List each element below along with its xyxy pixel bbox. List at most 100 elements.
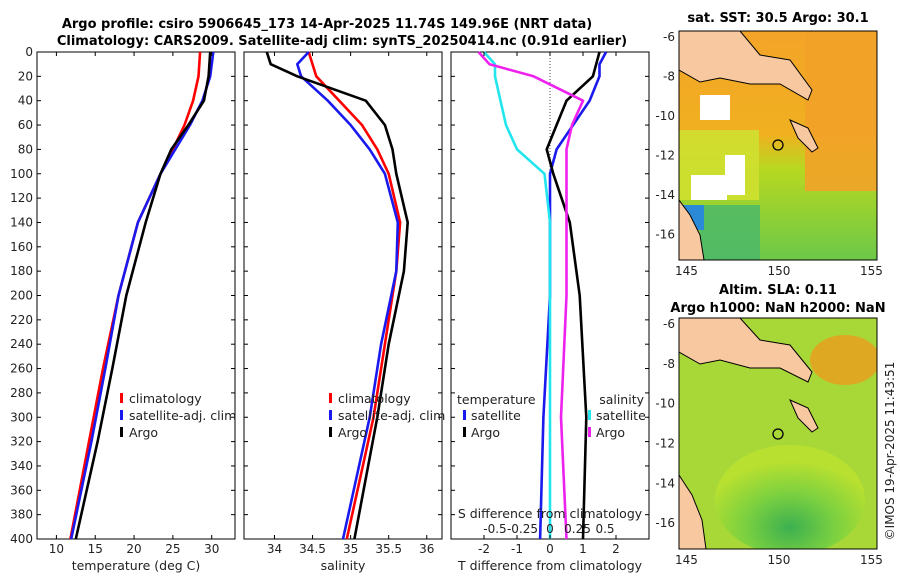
x-tick-label: 35.5	[375, 542, 402, 556]
y-tick-label: 380	[10, 508, 33, 522]
series-temperature-argo	[545, 51, 601, 540]
legend-temp-argo: Argo	[471, 425, 500, 440]
map-lat-label: -8	[663, 357, 675, 371]
x2-tick-label: -0.5	[483, 522, 506, 536]
x2-tick-label: 0.5	[595, 522, 614, 536]
y-tick-label: 220	[10, 313, 33, 327]
map-lon-label: 155	[860, 264, 883, 278]
y-tick-label: 0	[25, 45, 33, 59]
tdiff-xlabel: T difference from climatology	[457, 558, 643, 573]
x-tick-label: 34.5	[299, 542, 326, 556]
x-tick-label: -1	[511, 542, 523, 556]
map-lat-label: -6	[663, 30, 675, 44]
x-tick-label: 30	[204, 542, 219, 556]
map-lon-label: 155	[860, 553, 883, 567]
legend-marker-temp-argo	[463, 427, 466, 437]
legend-marker-climatology	[120, 393, 123, 403]
x-tick-label: 0	[546, 542, 554, 556]
x2-tick-label: 0.25	[564, 522, 591, 536]
y-tick-label: 360	[10, 483, 33, 497]
map-lat-label: -6	[663, 317, 675, 331]
x2-tick-label: -0.25	[507, 522, 538, 536]
legend-temperature-header: temperature	[457, 392, 536, 407]
y-tick-label: 320	[10, 435, 33, 449]
x-tick-label: 36	[419, 542, 434, 556]
difference-legend: temperature salinity satellite Argo sate…	[457, 392, 646, 440]
legend-marker-satellite	[120, 410, 123, 420]
y-tick-label: 300	[10, 410, 33, 424]
map-lat-label: -12	[655, 436, 675, 450]
legend-satellite: satellite-adj. clim	[129, 408, 236, 423]
series-temperature-satellite	[538, 51, 608, 540]
series-argo	[74, 51, 212, 540]
sst-map-title: sat. SST: 30.5 Argo: 30.1	[687, 11, 868, 26]
legend-temp-satellite: satellite	[471, 408, 521, 423]
y-tick-label: 200	[10, 289, 33, 303]
map-lat-label: -10	[655, 397, 675, 411]
series-climatology	[307, 51, 402, 540]
salinity-legend: climatology satellite-adj. clim Argo	[329, 391, 445, 440]
map-lat-label: -12	[655, 148, 675, 162]
map-lon-label: 150	[767, 553, 790, 567]
legend-marker-temp-satellite	[463, 410, 466, 420]
salinity-panel	[243, 51, 443, 540]
x-tick-label: 15	[88, 542, 103, 556]
x-tick-label: 34	[267, 542, 282, 556]
legend-sal-satellite: satellite	[596, 408, 646, 423]
y-tick-label: 100	[10, 167, 33, 181]
legend-marker-sal-argo	[588, 427, 591, 437]
legend-climatology: climatology	[338, 391, 411, 406]
map-lat-label: -16	[655, 516, 675, 530]
legend-marker-satellite	[329, 410, 332, 420]
y-tick-label: 80	[18, 142, 33, 156]
temperature-legend: climatology satellite-adj. clim Argo	[120, 391, 236, 440]
map-lat-label: -14	[655, 188, 675, 202]
series-salinity-satellite	[483, 51, 552, 539]
series-salinity-argo	[477, 51, 585, 540]
legend-argo: Argo	[338, 425, 367, 440]
sla-map	[678, 317, 878, 550]
sla-map-title-2: Argo h1000: NaN h2000: NaN	[670, 301, 885, 316]
map-lat-label: -16	[655, 227, 675, 241]
map-lon-label: 145	[675, 264, 698, 278]
legend-argo: Argo	[129, 425, 158, 440]
y-tick-label: 140	[10, 215, 33, 229]
y-tick-label: 180	[10, 264, 33, 278]
legend-satellite: satellite-adj. clim	[338, 408, 445, 423]
y-tick-label: 160	[10, 240, 33, 254]
title-line1: Argo profile: csiro 5906645_173 14-Apr-2…	[62, 17, 592, 32]
y-tick-label: 120	[10, 191, 33, 205]
y-tick-label: 40	[18, 94, 33, 108]
x-tick-label: 2	[612, 542, 620, 556]
x-tick-label: 35	[343, 542, 358, 556]
map-lat-label: -14	[655, 476, 675, 490]
y-tick-label: 280	[10, 386, 33, 400]
y-tick-label: 260	[10, 362, 33, 376]
map-lat-label: -8	[663, 69, 675, 83]
legend-climatology: climatology	[129, 391, 202, 406]
map-lat-label: -10	[655, 109, 675, 123]
series-argo	[265, 51, 410, 540]
sst-map	[678, 30, 878, 261]
map-lon-label: 145	[675, 553, 698, 567]
watermark: ©IMOS 19-Apr-2025 11:43:51	[883, 362, 897, 541]
x-tick-label: 1	[579, 542, 587, 556]
legend-marker-climatology	[329, 393, 332, 403]
x-tick-label: -2	[478, 542, 490, 556]
x-tick-label: 25	[165, 542, 180, 556]
series-satellite-adj-clim	[295, 51, 400, 540]
x-tick-label: 20	[126, 542, 141, 556]
legend-marker-argo	[329, 427, 332, 437]
temperature-panel	[36, 51, 236, 540]
temperature-xlabel: temperature (deg C)	[72, 558, 201, 573]
map-lon-label: 150	[767, 264, 790, 278]
legend-marker-sal-satellite	[588, 410, 591, 420]
x2-tick-label: 0	[546, 522, 554, 536]
x-tick-label: 10	[49, 542, 64, 556]
legend-sal-argo: Argo	[596, 425, 625, 440]
salinity-xlabel: salinity	[321, 558, 366, 573]
y-tick-label: 60	[18, 118, 33, 132]
y-tick-label: 20	[18, 69, 33, 83]
sla-map-title-1: Altim. SLA: 0.11	[719, 283, 837, 298]
